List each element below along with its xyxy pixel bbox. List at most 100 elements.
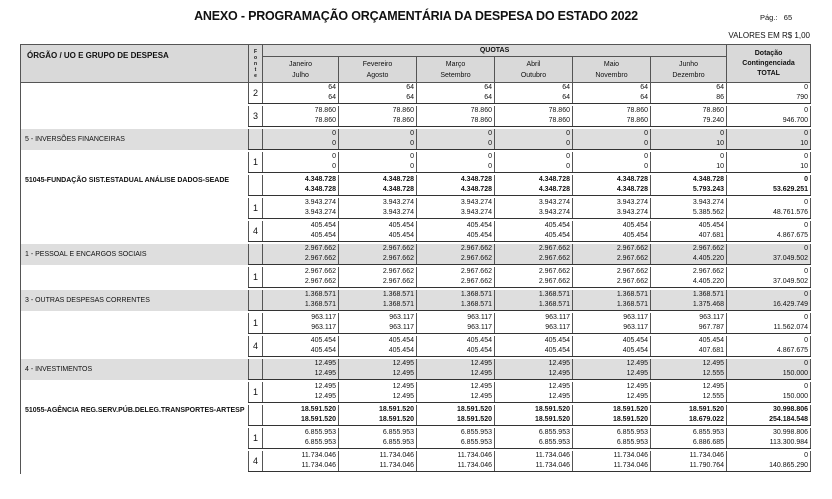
quota-cell: 2.967.662 2.967.662 (494, 267, 573, 288)
row-fonte: 1 (248, 198, 263, 219)
quota-cell: 18.591.520 18.591.520 (262, 405, 339, 426)
quota-cell: 11.734.046 11.734.046 (494, 451, 573, 472)
quota-cell: 3.943.274 3.943.274 (572, 198, 651, 219)
quota-cell: 12.495 12.555 (650, 359, 728, 380)
value-top: 0 (720, 130, 725, 137)
value-top: 0 (644, 130, 648, 137)
value-top: 78.860 (548, 107, 570, 114)
row-spacer (20, 287, 811, 290)
row-fonte (248, 359, 263, 380)
table-row: 4 11.734.046 11.734.046 11.734.046 11.734.04… (20, 451, 812, 472)
quota-cell: 2.967.662 2.967.662 (262, 267, 339, 288)
row-label (20, 267, 249, 288)
value-bottom: 3.943.274 (538, 209, 570, 216)
value-top: 12.495 (314, 360, 336, 367)
spacer-cell (20, 333, 249, 336)
value-bottom: 12.555 (702, 370, 725, 377)
value-bottom: 3.943.274 (616, 209, 648, 216)
value-top: 78.860 (392, 107, 414, 114)
value-bottom: 48.761.576 (773, 209, 809, 216)
value-top: 3.943.274 (460, 199, 492, 206)
value-bottom: 11.734.046 (379, 462, 414, 469)
value-bottom: 1.368.571 (382, 301, 414, 308)
quota-cell: 1.368.571 1.368.571 (338, 290, 417, 311)
value-top: 12.495 (548, 360, 570, 367)
header-org: ÓRGÃO / UO E GRUPO DE DESPESA (20, 44, 249, 83)
value-top: 0 (332, 130, 336, 137)
quota-cell: 963.117 963.117 (494, 313, 573, 334)
value-top: 78.860 (470, 107, 492, 114)
quota-cell: 78.860 78.860 (416, 106, 495, 127)
value-bottom: 2.967.662 (382, 278, 414, 285)
quota-cell: 3.943.274 3.943.274 (338, 198, 417, 219)
quota-cell: 11.734.046 11.734.046 (262, 451, 339, 472)
row-label: 3 - OUTRAS DESPESAS CORRENTES (20, 290, 249, 311)
value-top: 0 (566, 130, 570, 137)
quota-cell: 4.348.728 4.348.728 (572, 175, 651, 196)
value-bottom: 963.117 (623, 324, 648, 331)
value-top: 405.454 (388, 337, 414, 344)
row-spacer (20, 241, 811, 244)
value-bottom: 12.495 (626, 370, 648, 377)
quota-cell: 64 64 (416, 82, 495, 104)
header-total-line: TOTAL (757, 69, 780, 77)
quota-cell: 405.454 405.454 (262, 336, 339, 357)
quota-cell: 1.368.571 1.368.571 (572, 290, 651, 311)
value-top: 3.943.274 (616, 199, 648, 206)
value-top: 30.998.806 (773, 406, 809, 413)
value-top: 405.454 (310, 222, 336, 229)
value-bottom: 4.348.728 (382, 186, 414, 193)
total-cell: 0 37.049.502 (726, 267, 812, 288)
value-bottom: 18.591.520 (300, 416, 336, 423)
value-top: 0 (488, 153, 492, 160)
value-top: 3.943.274 (538, 199, 570, 206)
row-label: 1 - PESSOAL E ENCARGOS SOCIAIS (20, 244, 249, 265)
value-top: 6.855.953 (460, 429, 492, 436)
value-top: 405.454 (698, 222, 725, 229)
quota-cell: 12.495 12.495 (262, 359, 339, 380)
row-spacer (20, 126, 811, 129)
value-top: 0 (804, 176, 809, 183)
value-bottom: 11.734.046 (613, 462, 648, 469)
value-bottom: 6.855.953 (304, 439, 336, 446)
quota-cell: 78.860 78.860 (338, 106, 417, 127)
month-second: Dezembro (672, 71, 705, 79)
value-top: 405.454 (622, 222, 648, 229)
value-top: 11.734.046 (689, 452, 725, 459)
quota-cell: 963.117 963.117 (338, 313, 417, 334)
value-bottom: 37.049.502 (773, 255, 809, 262)
value-top: 18.591.520 (378, 406, 414, 413)
value-bottom: 4.405.220 (692, 278, 725, 285)
value-top: 6.855.953 (616, 429, 648, 436)
value-top: 405.454 (544, 337, 570, 344)
table-row: 1 12.495 12.495 12.495 12.495 12.495 12.495 12.… (20, 382, 812, 403)
month-first: Maio (603, 60, 620, 68)
value-top: 2.967.662 (460, 245, 492, 252)
value-bottom: 4.867.675 (776, 347, 809, 354)
row-label (20, 382, 249, 403)
quota-cell: 64 86 (650, 82, 728, 104)
quota-cell: 78.860 78.860 (494, 106, 573, 127)
value-bottom: 1.368.571 (538, 301, 570, 308)
value-bottom: 963.117 (467, 324, 492, 331)
value-top: 2.967.662 (304, 245, 336, 252)
quota-cell: 405.454 405.454 (338, 336, 417, 357)
month-second: Agosto (366, 71, 389, 79)
value-bottom: 12.495 (392, 393, 414, 400)
value-top: 30.998.806 (773, 429, 809, 436)
quota-cell: 2.967.662 2.967.662 (262, 244, 339, 265)
total-cell: 0 53.629.251 (726, 175, 812, 196)
value-bottom: 64 (484, 94, 492, 101)
row-spacer (20, 448, 811, 451)
row-fonte: 3 (248, 106, 263, 127)
row-label: 51045-FUNDAÇÃO SIST.ESTADUAL ANÁLISE DAD… (20, 175, 249, 196)
value-top: 1.368.571 (538, 291, 570, 298)
quota-cell: 12.495 12.495 (572, 359, 651, 380)
spacer-cell (20, 356, 249, 359)
value-bottom: 11.790.764 (689, 462, 725, 469)
quota-cell: 405.454 407.681 (650, 336, 728, 357)
